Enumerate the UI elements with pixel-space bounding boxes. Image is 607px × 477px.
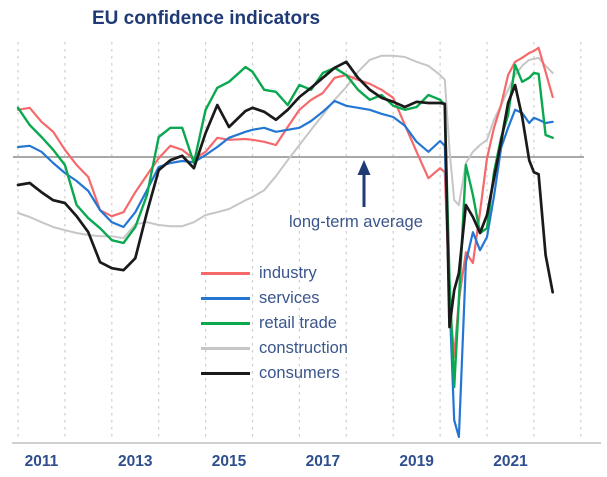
chart-legend: industry services retail trade construction… (201, 261, 348, 386)
series-line-industry (16, 46, 554, 359)
legend-label-construction: construction (259, 339, 348, 357)
legend-label-services: services (259, 289, 320, 307)
x-tick-label-2015: 2015 (212, 453, 247, 470)
legend-item-construction: construction (201, 336, 348, 361)
x-tick-label-2011: 2011 (25, 453, 59, 470)
legend-item-consumers: consumers (201, 361, 348, 386)
x-tick-label-2017: 2017 (306, 453, 340, 470)
annotation-arrow-head (357, 160, 371, 175)
legend-swatch-industry (201, 272, 250, 275)
long-term-average-label: long-term average (289, 213, 423, 231)
series-line-services (16, 99, 554, 439)
chart-title: EU confidence indicators (92, 8, 321, 29)
x-tick-label-2013: 2013 (118, 453, 153, 470)
legend-label-retail_trade: retail trade (259, 314, 337, 332)
series-line-construction (17, 54, 554, 240)
legend-item-retail_trade: retail trade (201, 311, 348, 336)
legend-swatch-services (201, 297, 250, 300)
legend-swatch-construction (201, 347, 250, 350)
legend-swatch-retail_trade (201, 322, 250, 325)
legend-label-consumers: consumers (259, 364, 340, 382)
legend-swatch-consumers (201, 372, 250, 375)
legend-item-services: services (201, 286, 348, 311)
legend-label-industry: industry (259, 264, 317, 282)
series-line-consumers (16, 60, 555, 329)
x-tick-label-2019: 2019 (399, 453, 434, 470)
legend-item-industry: industry (201, 261, 348, 286)
x-tick-label-2021: 2021 (493, 453, 528, 470)
